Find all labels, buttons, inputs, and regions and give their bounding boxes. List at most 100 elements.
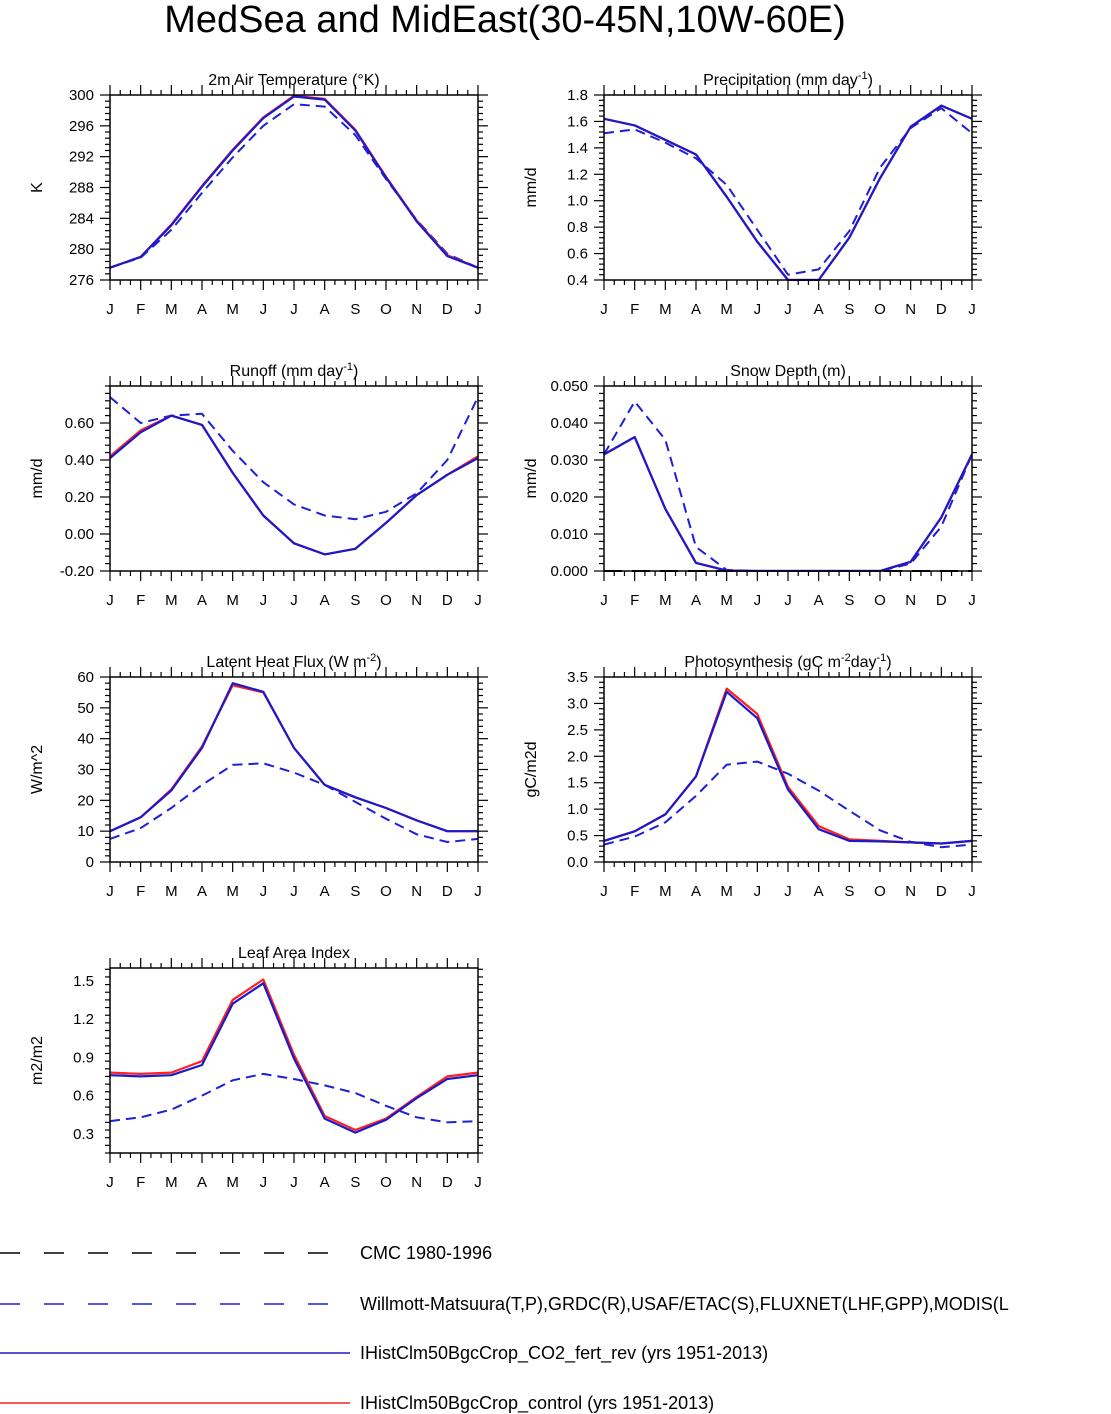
- x-tick-label: J: [784, 301, 792, 318]
- series-line-co2_fert_rev: [110, 982, 478, 1134]
- y-tick-label: 1.2: [73, 1011, 94, 1028]
- y-axis-label: K: [29, 182, 46, 193]
- x-tick-label: A: [814, 592, 824, 609]
- x-tick-label: J: [968, 883, 976, 900]
- y-tick-label: 0.5: [567, 828, 588, 845]
- panel-title: Runoff (mm day-1​): [230, 361, 359, 380]
- y-axis-label: W/m^2: [29, 745, 46, 794]
- x-tick-label: J: [754, 883, 762, 900]
- x-tick-label: S: [350, 1174, 360, 1191]
- y-axis-label: mm/d: [523, 168, 540, 208]
- x-tick-label: N: [411, 883, 422, 900]
- y-tick-label: 0: [86, 854, 94, 871]
- x-tick-label: J: [260, 592, 268, 609]
- x-tick-label: J: [106, 1174, 114, 1191]
- x-tick-label: J: [600, 301, 608, 318]
- x-tick-label: O: [380, 883, 392, 900]
- legend-item-obs1: CMC 1980-1996: [0, 1243, 492, 1263]
- x-tick-label: J: [290, 1174, 298, 1191]
- x-tick-label: A: [691, 883, 701, 900]
- x-tick-label: M: [226, 883, 239, 900]
- y-tick-label: 0.20: [65, 489, 94, 506]
- x-tick-label: J: [260, 301, 268, 318]
- legend-item-control: IHistClm50BgcCrop_control (yrs 1951-2013…: [0, 1393, 714, 1414]
- x-tick-label: M: [226, 301, 239, 318]
- series-line-co2_fert_rev: [604, 436, 972, 572]
- y-tick-label: 30: [77, 762, 94, 779]
- series-line-co2_fert_rev: [110, 682, 478, 833]
- plot-frame: [603, 94, 973, 281]
- series-line-obs2: [604, 760, 972, 849]
- y-tick-label: 0.020: [550, 489, 588, 506]
- x-tick-label: J: [754, 592, 762, 609]
- x-tick-label: O: [874, 883, 886, 900]
- y-tick-label: 288: [69, 180, 94, 197]
- x-tick-label: A: [691, 301, 701, 318]
- y-tick-label: 0.6: [567, 246, 588, 263]
- panel-6: Photosynthesis (gC m-2​day-1​) gC/m2d J F M A…: [523, 652, 982, 900]
- y-tick-label: 1.8: [567, 87, 588, 104]
- series-line-co2_fert_rev: [110, 95, 478, 269]
- y-tick-label: 2.0: [567, 748, 588, 765]
- x-tick-label: M: [659, 301, 672, 318]
- x-tick-label: J: [290, 592, 298, 609]
- panel-5: Latent Heat Flux (W m-2​) W/m^2 J F M A M J J A S O…: [29, 652, 488, 900]
- y-tick-label: 0.000: [550, 563, 588, 580]
- plot-frame: [603, 385, 973, 572]
- y-tick-label: 1.4: [567, 140, 588, 157]
- x-tick-label: M: [226, 1174, 239, 1191]
- x-tick-label: A: [197, 1174, 207, 1191]
- x-tick-label: F: [136, 592, 145, 609]
- x-tick-label: D: [936, 592, 947, 609]
- y-tick-label: -0.20: [60, 563, 94, 580]
- panel-title: 2m Air Temperature (°K): [208, 72, 380, 89]
- x-tick-label: M: [659, 592, 672, 609]
- panel-4: Snow Depth (m) mm/d J F M A M J J A S O N D J 0.000 0.01…: [523, 363, 982, 609]
- series-line-control: [110, 414, 478, 556]
- x-tick-label: S: [844, 592, 854, 609]
- y-tick-label: 1.5: [73, 973, 94, 990]
- x-tick-label: J: [474, 1174, 482, 1191]
- x-tick-label: J: [474, 301, 482, 318]
- x-tick-label: O: [874, 301, 886, 318]
- series-line-control: [604, 436, 972, 572]
- x-tick-label: F: [630, 592, 639, 609]
- y-tick-label: 40: [77, 731, 94, 748]
- series-line-control: [110, 94, 478, 269]
- figure-title: MedSea and MidEast(30-45N,10W-60E): [164, 0, 846, 41]
- x-tick-label: S: [350, 592, 360, 609]
- legend-label: Willmott-Matsuura(T,P),GRDC(R),USAF/ETAC…: [360, 1294, 1009, 1314]
- x-tick-label: F: [136, 301, 145, 318]
- y-tick-label: 0.9: [73, 1049, 94, 1066]
- x-tick-label: O: [380, 1174, 392, 1191]
- legend-item-obs2: Willmott-Matsuura(T,P),GRDC(R),USAF/ETAC…: [0, 1294, 1009, 1314]
- y-tick-label: 0.4: [567, 272, 588, 289]
- x-tick-label: J: [784, 592, 792, 609]
- y-tick-label: 276: [69, 272, 94, 289]
- panels: 2m Air Temperature (°K) K J F M A M J J A S O N D J 276…: [29, 70, 982, 1191]
- y-tick-label: 1.0: [567, 193, 588, 210]
- x-tick-label: S: [844, 301, 854, 318]
- legend: CMC 1980-1996 Willmott-Matsuura(T,P),GRDC…: [0, 1243, 1009, 1414]
- x-tick-label: A: [197, 883, 207, 900]
- series-line-obs2: [604, 107, 972, 276]
- y-tick-label: 10: [77, 823, 94, 840]
- plot-frame: [109, 967, 479, 1154]
- series-line-co2_fert_rev: [110, 414, 478, 556]
- plot-frame: [109, 676, 479, 863]
- y-tick-label: 50: [77, 700, 94, 717]
- panel-2: Precipitation (mm day-1​) mm/d J F M A M J J A S O N…: [523, 70, 982, 318]
- x-tick-label: J: [290, 883, 298, 900]
- x-tick-label: D: [936, 883, 947, 900]
- x-tick-label: S: [350, 301, 360, 318]
- series-line-control: [110, 978, 478, 1132]
- x-tick-label: S: [350, 883, 360, 900]
- x-tick-label: J: [600, 592, 608, 609]
- legend-label: CMC 1980-1996: [360, 1243, 492, 1263]
- x-tick-label: D: [442, 592, 453, 609]
- series-line-obs2: [110, 1072, 478, 1124]
- y-tick-label: 20: [77, 792, 94, 809]
- x-tick-label: M: [720, 592, 733, 609]
- x-tick-label: F: [136, 1174, 145, 1191]
- y-tick-label: 280: [69, 241, 94, 258]
